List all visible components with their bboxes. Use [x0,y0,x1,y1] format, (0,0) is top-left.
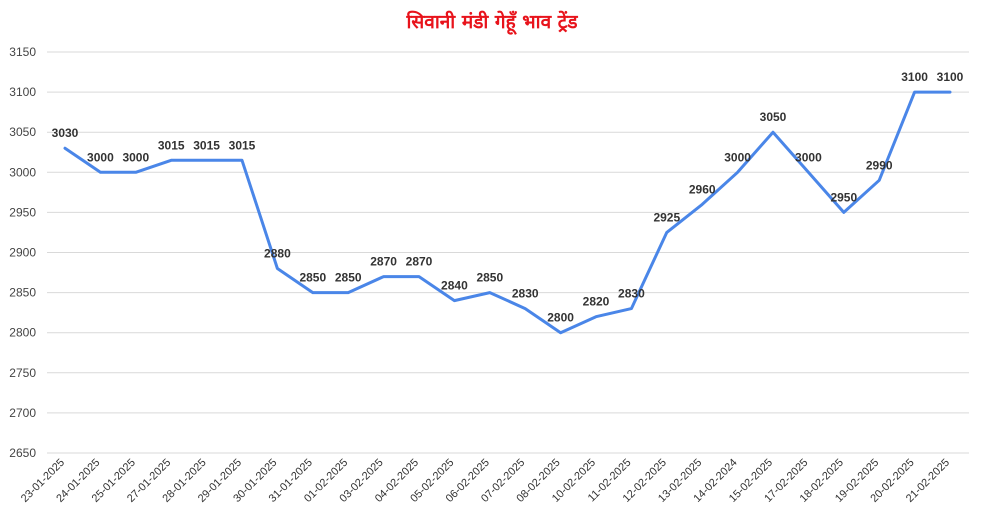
data-label: 3030 [52,126,79,140]
y-tick-label: 3000 [9,165,36,179]
data-label: 3100 [937,70,964,84]
y-tick-label: 2800 [9,326,36,340]
data-label: 2830 [512,287,539,301]
data-label: 3000 [795,150,822,164]
data-label: 2850 [476,271,503,285]
data-label: 2870 [406,255,433,269]
x-axis-ticks: 23-01-202524-01-202525-01-202527-01-2025… [19,457,952,505]
y-tick-label: 3050 [9,125,36,139]
gridlines [47,51,969,454]
data-label: 2800 [547,311,574,325]
data-label: 2960 [689,182,716,196]
data-label: 3015 [158,138,185,152]
y-tick-label: 3150 [9,45,36,59]
y-tick-label: 2900 [9,246,36,260]
price-series-line [63,90,952,335]
y-tick-label: 3100 [9,85,36,99]
y-tick-label: 2950 [9,205,36,219]
data-label: 3015 [229,138,256,152]
data-label: 2925 [653,210,680,224]
y-tick-label: 2700 [9,406,36,420]
data-label: 3000 [87,150,114,164]
data-label: 2850 [299,271,326,285]
data-label: 3015 [193,138,220,152]
data-label: 3000 [122,150,149,164]
y-tick-label: 2850 [9,286,36,300]
data-label: 2850 [335,271,362,285]
data-label: 2820 [583,295,610,309]
chart-title: सिवानी मंडी गेहूँ भाव ट्रेंड [406,11,578,33]
data-label: 2870 [370,255,397,269]
data-label: 2880 [264,247,291,261]
data-label: 2830 [618,287,645,301]
y-tick-label: 2650 [9,446,36,460]
data-label: 2950 [830,190,857,204]
data-labels: 3030 3000 3000 3015 3015 3015 2880 2850 2850 2870… [52,70,964,325]
data-label: 3100 [901,70,928,84]
data-label: 2990 [866,158,893,172]
data-label: 3050 [760,110,787,124]
data-label: 3000 [724,150,751,164]
data-label: 2840 [441,279,468,293]
y-tick-label: 2750 [9,366,36,380]
series-line [63,90,952,335]
y-axis-ticks: 2650 2700 2750 2800 2850 2900 2950 3000 3050 3100… [9,45,36,460]
